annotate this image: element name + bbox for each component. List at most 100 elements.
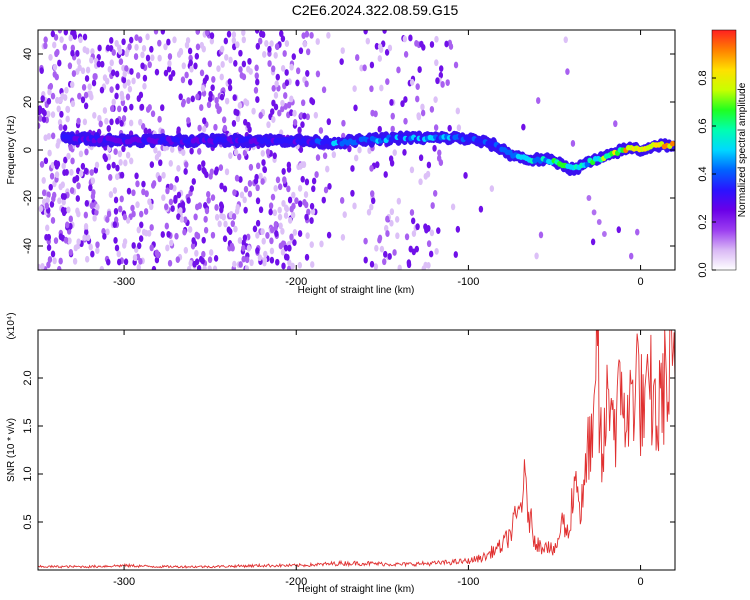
- noise-speckle: [61, 162, 66, 170]
- noise-speckle: [217, 220, 222, 228]
- noise-speckle: [233, 149, 239, 156]
- noise-speckle: [53, 33, 59, 41]
- noise-speckle: [326, 231, 332, 239]
- noise-speckle: [73, 244, 78, 252]
- noise-speckle: [310, 208, 316, 216]
- noise-speckle: [273, 224, 278, 232]
- noise-speckle: [304, 253, 310, 261]
- noise-speckle: [130, 204, 135, 212]
- noise-speckle: [275, 176, 281, 184]
- noise-speckle: [309, 31, 314, 39]
- noise-speckle: [415, 83, 420, 91]
- noise-speckle: [426, 240, 432, 248]
- noise-speckle: [49, 200, 55, 208]
- noise-speckle: [310, 98, 316, 106]
- noise-speckle: [201, 160, 206, 168]
- branch-point: [602, 231, 607, 237]
- chart-title: C2E6.2024.322.08.59.G15: [292, 2, 459, 18]
- noise-speckle: [47, 256, 53, 263]
- noise-speckle: [176, 126, 181, 134]
- noise-speckle: [41, 177, 46, 184]
- noise-speckle: [278, 222, 283, 230]
- noise-speckle: [189, 65, 194, 73]
- noise-speckle: [277, 109, 282, 117]
- noise-speckle: [166, 38, 171, 46]
- noise-speckle: [109, 105, 115, 112]
- noise-speckle: [274, 80, 279, 88]
- noise-speckle: [277, 206, 282, 214]
- noise-speckle: [154, 153, 160, 161]
- noise-speckle: [183, 216, 188, 224]
- noise-speckle: [134, 43, 139, 51]
- noise-speckle: [291, 202, 296, 210]
- noise-speckle: [189, 185, 194, 193]
- noise-speckle: [131, 189, 136, 197]
- spectrogram-layer: [38, 30, 675, 270]
- noise-speckle: [397, 264, 402, 270]
- noise-speckle: [123, 105, 128, 113]
- noise-speckle: [369, 260, 375, 268]
- noise-speckle: [145, 54, 151, 62]
- noise-speckle: [52, 257, 57, 265]
- noise-speckle: [70, 157, 75, 165]
- noise-speckle: [417, 66, 422, 73]
- noise-speckle: [301, 32, 306, 40]
- noise-speckle: [444, 40, 449, 48]
- noise-speckle: [149, 161, 155, 169]
- noise-speckle: [43, 157, 49, 165]
- bottom-x-tick-label: -300: [113, 576, 135, 588]
- noise-speckle: [392, 149, 397, 157]
- noise-speckle: [84, 75, 90, 82]
- noise-speckle: [429, 105, 435, 113]
- noise-speckle: [315, 154, 321, 162]
- noise-speckle: [83, 167, 89, 175]
- noise-speckle: [223, 220, 228, 228]
- noise-speckle: [67, 62, 73, 70]
- noise-speckle: [385, 215, 390, 223]
- noise-speckle: [49, 172, 55, 180]
- noise-speckle: [563, 36, 568, 44]
- noise-speckle: [233, 59, 238, 67]
- noise-speckle: [280, 227, 285, 235]
- noise-speckle: [222, 185, 228, 193]
- noise-speckle: [95, 203, 100, 211]
- noise-speckle: [266, 121, 271, 129]
- noise-speckle: [127, 85, 133, 93]
- snr-series-line: [38, 330, 675, 569]
- noise-speckle: [214, 204, 219, 211]
- bottom-plot-background: [38, 330, 675, 570]
- noise-speckle: [131, 210, 136, 218]
- noise-speckle: [124, 65, 129, 72]
- bottom-y-ticks: 0.5 1.0 1.5 2.0: [22, 370, 675, 530]
- noise-speckle: [84, 255, 90, 263]
- noise-speckle: [258, 112, 263, 119]
- noise-speckle: [432, 189, 438, 197]
- noise-speckle: [212, 265, 218, 270]
- noise-speckle: [167, 259, 173, 267]
- noise-speckle: [267, 45, 272, 53]
- noise-speckle: [365, 37, 371, 45]
- noise-speckle: [124, 50, 129, 58]
- noise-speckle: [85, 234, 91, 242]
- noise-speckle: [46, 261, 51, 269]
- noise-speckle: [151, 265, 157, 270]
- noise-speckle: [68, 249, 74, 256]
- noise-speckle: [99, 265, 104, 270]
- noise-speckle: [52, 41, 57, 49]
- trace-core: [584, 161, 590, 168]
- noise-speckle: [216, 107, 221, 115]
- noise-speckle: [292, 109, 297, 117]
- noise-speckle: [246, 244, 252, 252]
- noise-speckle: [55, 96, 60, 104]
- noise-speckle: [120, 94, 125, 102]
- noise-speckle: [82, 234, 87, 242]
- noise-speckle: [192, 260, 197, 268]
- noise-speckle: [283, 253, 289, 261]
- noise-speckle: [138, 235, 144, 243]
- noise-speckle: [131, 77, 136, 85]
- noise-speckle: [274, 230, 279, 238]
- noise-speckle: [94, 161, 100, 169]
- noise-speckle: [232, 94, 237, 102]
- noise-speckle: [284, 40, 290, 47]
- noise-speckle: [224, 97, 230, 105]
